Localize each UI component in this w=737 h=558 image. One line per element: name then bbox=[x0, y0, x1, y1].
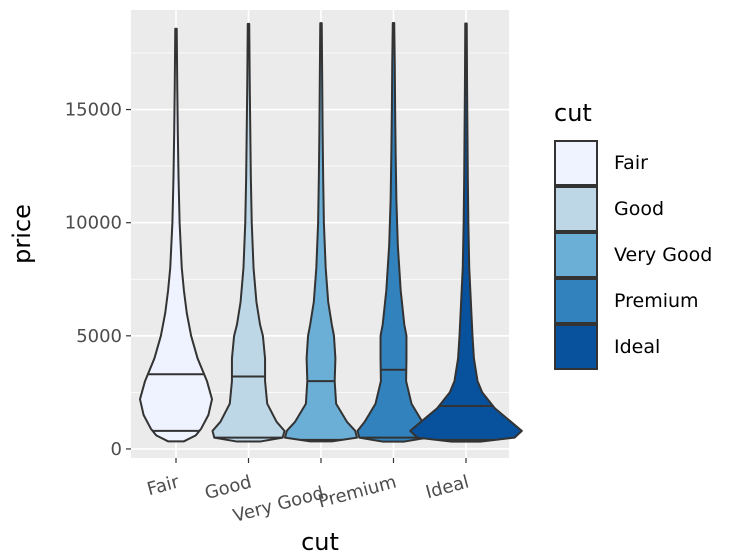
y-tick-label: 15000 bbox=[65, 100, 122, 121]
y-tick-label: 10000 bbox=[65, 213, 122, 234]
violin-good bbox=[211, 22, 286, 443]
legend-key-very-good bbox=[554, 232, 598, 278]
y-tick-label: 0 bbox=[111, 439, 122, 460]
legend-label: Ideal bbox=[614, 336, 660, 358]
violin-very-good bbox=[284, 22, 358, 443]
x-tick-label: Fair bbox=[145, 471, 182, 500]
legend-key-good bbox=[554, 186, 598, 232]
violin-ideal bbox=[409, 22, 523, 443]
violin-premium bbox=[356, 22, 431, 443]
violins bbox=[139, 22, 523, 443]
y-axis-title: price bbox=[8, 204, 36, 264]
legend-label: Fair bbox=[614, 152, 648, 174]
x-axis-title: cut bbox=[301, 528, 339, 556]
x-tick-label: Premium bbox=[316, 472, 399, 513]
y-tick-label: 5000 bbox=[76, 326, 122, 347]
legend: cut Fair Good Very Good Premium Ideal bbox=[554, 99, 712, 370]
x-tick-label: Ideal bbox=[424, 472, 472, 504]
legend-key-ideal bbox=[554, 324, 598, 370]
x-tick-label: Good bbox=[203, 472, 254, 505]
legend-label: Premium bbox=[614, 290, 699, 312]
legend-key-fair bbox=[554, 140, 598, 186]
y-axis: 0 5000 10000 15000 bbox=[65, 100, 131, 460]
legend-title: cut bbox=[554, 99, 592, 127]
legend-label: Very Good bbox=[614, 244, 712, 266]
legend-label: Good bbox=[614, 198, 664, 220]
legend-key-premium bbox=[554, 278, 598, 324]
